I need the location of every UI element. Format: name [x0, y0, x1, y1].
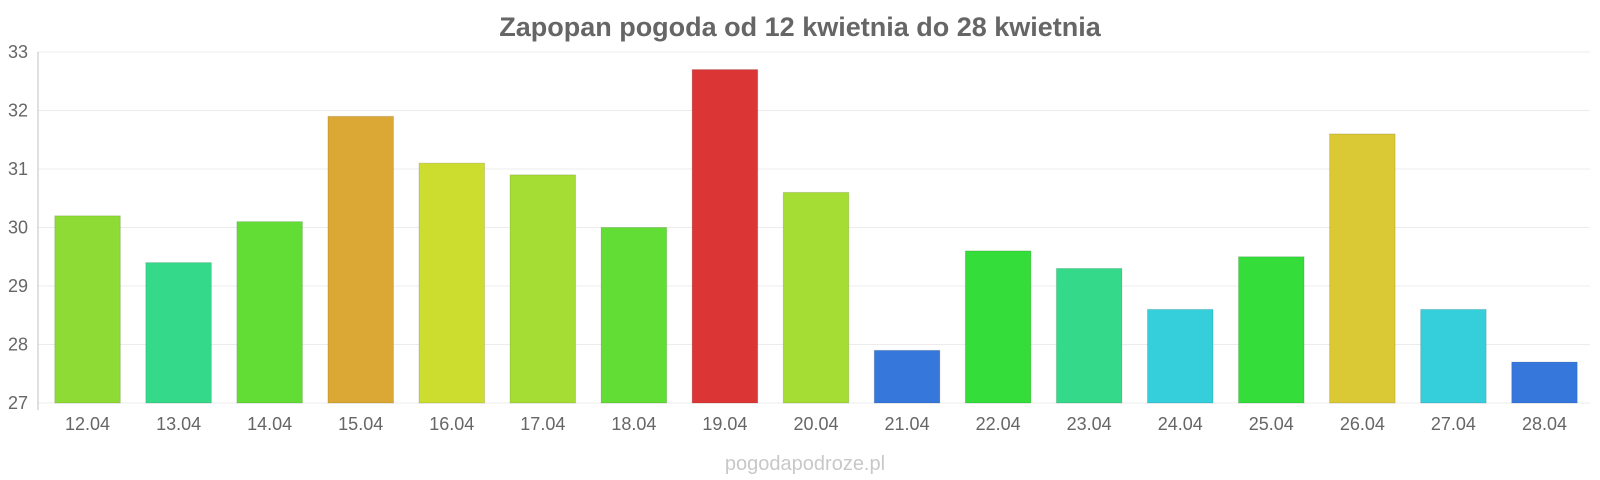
x-tick-label: 16.04	[429, 414, 474, 434]
bar-27.04[interactable]	[1420, 308, 1487, 404]
x-tick-label: 22.04	[976, 414, 1021, 434]
y-tick-label: 27	[8, 393, 28, 413]
x-tick-label: 18.04	[611, 414, 656, 434]
watermark-text: pogodapodroze.pl	[725, 453, 885, 475]
bar-28.04[interactable]	[1511, 361, 1578, 404]
x-tick-label: 28.04	[1522, 414, 1567, 434]
x-axis-ticks: 12.04 13.04 14.04 15.04 16.04 17.04 18.04 19.04…	[65, 414, 1567, 434]
bar-15.04[interactable]	[327, 115, 394, 404]
bar-22.04[interactable]	[964, 250, 1032, 404]
x-tick-label: 13.04	[156, 414, 201, 434]
x-tick-label: 12.04	[65, 414, 110, 434]
y-tick-label: 30	[8, 218, 28, 238]
bar-21.04[interactable]	[873, 349, 941, 404]
bar-26.04[interactable]	[1329, 133, 1396, 404]
x-tick-label: 19.04	[702, 414, 747, 434]
bar-14.04[interactable]	[236, 221, 303, 404]
y-tick-label: 28	[8, 335, 28, 355]
y-tick-label: 29	[8, 276, 28, 296]
bar-24.04[interactable]	[1146, 308, 1214, 404]
bar-13.04[interactable]	[145, 262, 212, 404]
bar-25.04[interactable]	[1238, 256, 1305, 404]
bar-19.04[interactable]	[691, 69, 759, 404]
y-axis-ticks: 27 28 29 30 31 32 33	[8, 42, 28, 413]
y-tick-label: 32	[8, 101, 28, 121]
y-tick-label: 31	[8, 159, 28, 179]
bar-18.04[interactable]	[600, 227, 668, 404]
chart-title: Zapopan pogoda od 12 kwietnia do 28 kwie…	[499, 12, 1102, 42]
x-tick-label: 15.04	[338, 414, 383, 434]
x-tick-label: 20.04	[793, 414, 838, 434]
bars	[54, 69, 1578, 404]
x-tick-label: 14.04	[247, 414, 292, 434]
bar-12.04[interactable]	[54, 215, 121, 404]
bar-17.04[interactable]	[509, 174, 577, 404]
x-tick-label: 21.04	[885, 414, 930, 434]
x-tick-label: 23.04	[1067, 414, 1112, 434]
y-tick-label: 33	[8, 42, 28, 62]
x-tick-label: 25.04	[1249, 414, 1294, 434]
x-tick-label: 26.04	[1340, 414, 1385, 434]
x-tick-label: 24.04	[1158, 414, 1203, 434]
x-tick-label: 27.04	[1431, 414, 1476, 434]
bar-23.04[interactable]	[1055, 267, 1123, 404]
bar-16.04[interactable]	[418, 162, 486, 404]
bar-20.04[interactable]	[782, 191, 850, 404]
x-tick-label: 17.04	[520, 414, 565, 434]
